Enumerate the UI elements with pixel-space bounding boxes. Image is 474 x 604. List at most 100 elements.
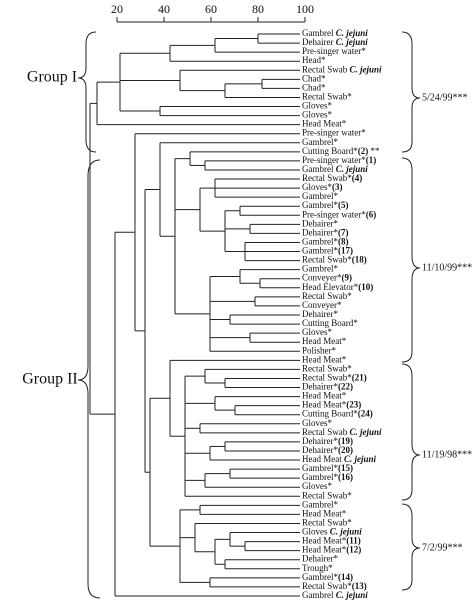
- leaf-label: Gloves*: [302, 101, 332, 111]
- leaf-isolate: (10): [358, 282, 373, 292]
- leaf-isolate: (22): [338, 382, 353, 392]
- brace: [401, 157, 421, 363]
- leaf-name: Gambrel*: [302, 499, 338, 509]
- leaf-name: Head Meat*: [302, 119, 347, 129]
- leaf-label: Polisher*: [302, 345, 337, 355]
- leaf-name: Gambrel: [302, 590, 334, 600]
- leaf-name: Dehairer*: [302, 227, 338, 237]
- leaf-name: Gambrel*: [302, 264, 338, 274]
- leaf-name: Rectal Swab*: [302, 291, 352, 301]
- brace: [401, 363, 421, 501]
- leaf-name: Gambrel*: [302, 246, 338, 256]
- leaf-isolate: (4): [352, 173, 363, 183]
- leaf-label: Head Meat*: [302, 119, 347, 129]
- leaf-label: Head Meat*(11): [302, 536, 361, 546]
- leaf-isolate: (15): [338, 463, 353, 473]
- leaf-name: Gambrel*: [302, 237, 338, 247]
- leaf-name: Gambrel*: [302, 137, 338, 147]
- leaf-strain: C. jejuni: [336, 164, 369, 174]
- leaf-name: Head Elevator*: [302, 282, 359, 292]
- leaf-isolate: (14): [338, 572, 353, 582]
- leaf-label: Cutting Board*: [302, 318, 358, 328]
- leaf-label: Gambrel*(8): [302, 237, 349, 247]
- leaf-name: Gambrel*: [302, 191, 338, 201]
- group-label: Group I: [27, 69, 77, 86]
- leaf-name: Gloves*: [302, 110, 332, 120]
- leaf-name: Cutting Board*: [302, 146, 358, 156]
- leaf-label: Rectal Swab*: [302, 363, 352, 373]
- leaf-name: Dehairer*: [302, 436, 338, 446]
- leaf-label: Dehairer C. jejuni: [302, 37, 368, 47]
- leaf-label: Gloves*: [302, 418, 332, 428]
- leaf-label: Gloves*: [302, 327, 332, 337]
- leaf-name: Cutting Board*: [302, 409, 358, 419]
- leaf-isolate: (8): [338, 237, 349, 247]
- leaf-isolate: (18): [352, 255, 367, 265]
- leaf-name: Head Meat*: [302, 536, 347, 546]
- leaf-label: Dehairer*(22): [302, 382, 353, 392]
- leaf-label: Trough*: [302, 563, 333, 573]
- leaf-isolate: (6): [366, 209, 377, 219]
- leaf-isolate: (19): [338, 436, 353, 446]
- leaf-label: Head Elevator*(10): [302, 282, 373, 292]
- leaf-label: Rectal Swab*: [302, 518, 352, 528]
- leaf-name: Gambrel*: [302, 572, 338, 582]
- leaf-label: Gambrel C. jejuni: [302, 28, 368, 38]
- leaf-name: Head Meat*: [302, 354, 347, 364]
- leaf-name: Rectal Swab: [302, 64, 348, 74]
- leaf-label: Gambrel*: [302, 264, 338, 274]
- leaf-note: **: [371, 146, 381, 156]
- leaf-label: Chad*: [302, 82, 326, 92]
- leaf-label: Head Meat*: [302, 336, 347, 346]
- leaf-name: Chad*: [302, 73, 326, 83]
- leaf-name: Head Meat*: [302, 400, 347, 410]
- leaf-name: Rectal Swab*: [302, 490, 352, 500]
- leaf-name: Gambrel: [302, 164, 334, 174]
- leaf-label: Dehairer*(20): [302, 445, 353, 455]
- leaf-label: Gambrel*(5): [302, 200, 349, 210]
- leaf-label: Dehairer*(19): [302, 436, 353, 446]
- leaf-label: Gambrel*(14): [302, 572, 353, 582]
- leaf-name: Pre-singer water*: [302, 46, 366, 56]
- group-label: Group II: [22, 371, 78, 388]
- leaf-name: Pre-singer water*: [302, 128, 366, 138]
- leaf-label: Cutting Board*(2) **: [302, 146, 380, 156]
- leaf-label: Rectal Swab*: [302, 92, 352, 102]
- date-label: 11/10/99***: [422, 262, 472, 273]
- leaf-name: Rectal Swab*: [302, 518, 352, 528]
- leaf-name: Gloves*: [302, 418, 332, 428]
- scale-tick-label: 80: [252, 2, 264, 16]
- leaf-name: Gloves: [302, 527, 328, 537]
- leaf-isolate: (1): [366, 155, 377, 165]
- leaf-label: Gambrel*: [302, 499, 338, 509]
- leaf-strain: C. jejuni: [336, 28, 369, 38]
- leaf-isolate: (9): [342, 273, 353, 283]
- leaf-name: Dehairer: [302, 37, 333, 47]
- leaf-strain: C. jejuni: [350, 64, 383, 74]
- leaf-isolate: (11): [346, 536, 361, 546]
- leaf-label: Gloves*(3): [302, 182, 343, 192]
- leaf-name: Rectal Swab*: [302, 373, 352, 383]
- leaf-name: Head Meat*: [302, 508, 347, 518]
- leaf-label: Gambrel*: [302, 137, 338, 147]
- leaf-strain: C. jejuni: [350, 427, 383, 437]
- leaf-label: Rectal Swab*: [302, 291, 352, 301]
- leaf-label: Rectal Swab*: [302, 490, 352, 500]
- leaf-name: Rectal Swab*: [302, 92, 352, 102]
- leaf-label: Rectal Swab C. jejuni: [302, 64, 382, 74]
- leaf-label: Gambrel*(16): [302, 472, 353, 482]
- leaf-isolate: (2): [358, 146, 369, 156]
- leaf-name: Cutting Board*: [302, 318, 358, 328]
- leaf-isolate: (24): [358, 409, 373, 419]
- leaf-name: Head Meat: [302, 454, 342, 464]
- scale-tick-label: 100: [296, 2, 314, 16]
- scale-tick-label: 20: [111, 2, 123, 16]
- leaf-name: Gambrel*: [302, 472, 338, 482]
- leaf-name: Rectal Swab*: [302, 581, 352, 591]
- leaf-isolate: (20): [338, 445, 353, 455]
- date-label: 11/19/98***: [422, 449, 472, 460]
- leaf-label: Dehairer*: [302, 554, 338, 564]
- leaf-label: Pre-singer water*: [302, 46, 366, 56]
- leaf-label: Gambrel*(17): [302, 246, 353, 256]
- leaf-name: Head Meat*: [302, 545, 347, 555]
